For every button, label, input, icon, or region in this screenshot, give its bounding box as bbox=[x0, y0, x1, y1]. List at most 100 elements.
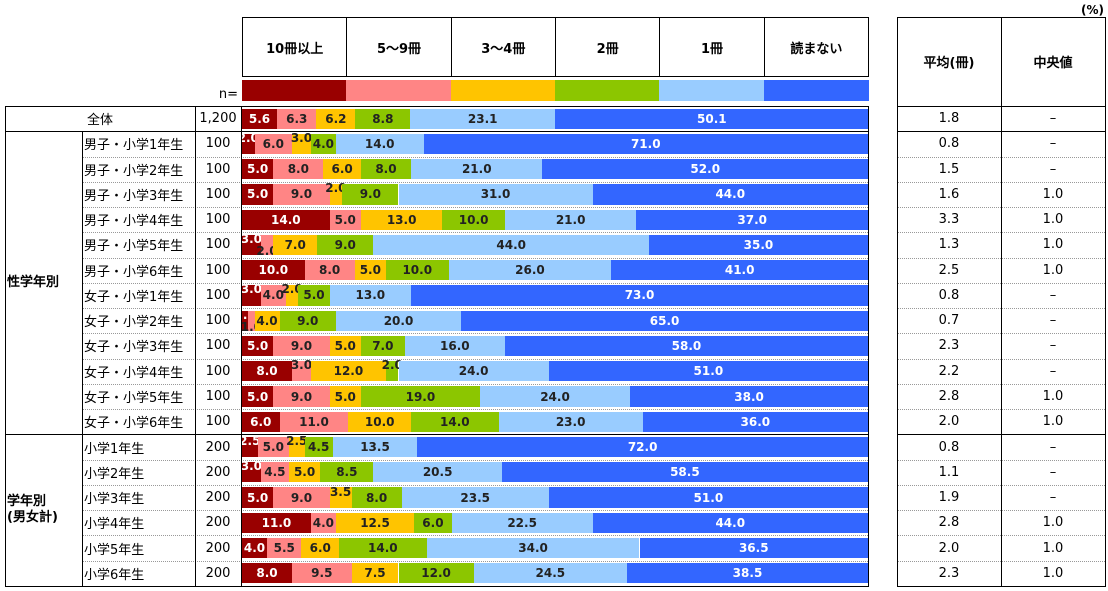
bar-segment bbox=[242, 285, 261, 306]
bar-value-label: 4.5 bbox=[308, 440, 330, 455]
bar-value-label: 6.0 bbox=[262, 136, 284, 151]
bar-segment bbox=[279, 310, 336, 331]
bar-value-label: 14.0 bbox=[440, 414, 470, 429]
bar-value-label: 4.0 bbox=[243, 541, 266, 556]
row-label: 小学3年生 bbox=[84, 492, 145, 508]
n-value: 200 bbox=[205, 565, 231, 581]
category-header: 2冊 bbox=[555, 17, 661, 77]
bar-value-label: 31.0 bbox=[480, 187, 511, 202]
bar-value-label: 12.0 bbox=[333, 364, 364, 379]
bar-segment bbox=[260, 462, 289, 483]
bar-value-label: 4.0 bbox=[312, 515, 335, 530]
bar-value-label: 3.0 bbox=[290, 358, 313, 373]
bar-segment bbox=[329, 487, 352, 508]
group-label: 性学年別 bbox=[7, 274, 60, 290]
row-label: 女子・小学5年生 bbox=[84, 391, 184, 407]
bar-value-label: 41.0 bbox=[724, 263, 755, 278]
table-grid-line bbox=[1001, 17, 1002, 586]
bar-value-label: 16.0 bbox=[440, 339, 470, 353]
median-value: 1.0 bbox=[1042, 515, 1064, 531]
bar-segment bbox=[310, 133, 336, 154]
bar-value-label: 51.0 bbox=[693, 364, 724, 379]
row-label: 小学6年生 bbox=[84, 567, 145, 583]
bar-value-label: 9.0 bbox=[290, 339, 313, 353]
table-grid-line bbox=[241, 106, 242, 586]
bar-value-label: 5.0 bbox=[359, 263, 381, 278]
bar-value-label: 52.0 bbox=[690, 162, 721, 177]
bar-value-label: 5.0 bbox=[303, 288, 325, 303]
avg-value: 2.0 bbox=[938, 414, 960, 430]
bar-segment bbox=[411, 411, 499, 432]
n-value: 100 bbox=[205, 389, 231, 405]
bar-value-label: 3.0 bbox=[240, 282, 263, 297]
bar-value-label: 34.0 bbox=[518, 541, 548, 556]
bar-value-label: 5.0 bbox=[334, 339, 356, 353]
median-value: 1.0 bbox=[1042, 186, 1064, 202]
bar-segment bbox=[292, 133, 311, 154]
bar-segment bbox=[398, 184, 593, 205]
bar-segment bbox=[242, 335, 274, 357]
table-grid-line bbox=[82, 131, 83, 586]
bar-segment bbox=[242, 260, 305, 281]
row-label: 小学4年生 bbox=[84, 517, 145, 533]
bar-segment bbox=[351, 563, 399, 584]
bar-value-label: 9.0 bbox=[334, 237, 356, 252]
bar-segment bbox=[398, 563, 474, 584]
bar-value-label: 2.0 bbox=[281, 282, 303, 297]
bar-value-label: 12.5 bbox=[360, 515, 390, 530]
avg-value: 0.8 bbox=[938, 439, 960, 455]
bar-segment bbox=[242, 361, 293, 382]
median-value: – bbox=[1049, 287, 1057, 303]
bar-value-label: 9.0 bbox=[359, 187, 381, 202]
legend-color-swatch bbox=[555, 80, 661, 101]
row-label: 小学2年生 bbox=[84, 466, 145, 482]
bar-value-label: 37.0 bbox=[737, 212, 767, 227]
bar-segment bbox=[242, 386, 274, 407]
bar-segment bbox=[248, 310, 255, 331]
bar-value-label: 7.5 bbox=[364, 566, 386, 581]
bar-segment bbox=[360, 159, 412, 180]
median-value: 1.0 bbox=[1042, 262, 1064, 278]
avg-value: 2.0 bbox=[938, 540, 960, 556]
bar-segment bbox=[411, 159, 543, 180]
bar-segment bbox=[354, 260, 386, 281]
bar-segment bbox=[335, 310, 462, 331]
bar-value-label: 13.5 bbox=[360, 440, 390, 455]
bar-value-label: 5.0 bbox=[247, 162, 269, 177]
median-value: – bbox=[1049, 136, 1057, 152]
bar-value-label: 9.0 bbox=[290, 389, 313, 404]
median-value: – bbox=[1049, 313, 1057, 329]
bar-value-label: 8.0 bbox=[365, 490, 388, 505]
bar-value-label: 5.0 bbox=[247, 389, 269, 404]
bar-value-label: 71.0 bbox=[630, 136, 661, 151]
table-grid-line bbox=[82, 181, 868, 183]
bar-value-label: 7.0 bbox=[372, 339, 394, 353]
bar-value-label: 10.0 bbox=[258, 263, 289, 278]
bar-segment bbox=[504, 335, 868, 357]
bar-segment bbox=[360, 335, 405, 357]
row-label: 女子・小学6年生 bbox=[84, 416, 184, 432]
n-value: 100 bbox=[205, 161, 231, 177]
bar-segment bbox=[242, 133, 255, 154]
table-grid-line bbox=[82, 333, 868, 335]
table-grid-line bbox=[82, 257, 868, 259]
bar-value-label: 2.0 bbox=[325, 181, 347, 196]
avg-value: 0.7 bbox=[938, 313, 960, 329]
bar-segment bbox=[242, 512, 311, 533]
bar-segment bbox=[555, 108, 869, 129]
bar-value-label: 6.0 bbox=[331, 162, 353, 177]
table-grid-line bbox=[5, 106, 869, 107]
bar-segment bbox=[398, 361, 549, 382]
bar-value-label: 38.5 bbox=[732, 566, 763, 581]
bar-segment bbox=[355, 108, 411, 129]
bar-value-label: 3.0 bbox=[240, 231, 263, 246]
bar-value-label: 24.0 bbox=[458, 364, 489, 379]
bar-segment bbox=[473, 563, 627, 584]
n-value: 200 bbox=[205, 515, 231, 531]
bar-segment bbox=[501, 462, 868, 483]
median-value: – bbox=[1049, 111, 1057, 127]
n-equals-label: n= bbox=[218, 87, 238, 102]
bar-segment bbox=[339, 537, 427, 559]
bar-segment bbox=[242, 411, 280, 432]
bar-segment bbox=[279, 411, 349, 432]
